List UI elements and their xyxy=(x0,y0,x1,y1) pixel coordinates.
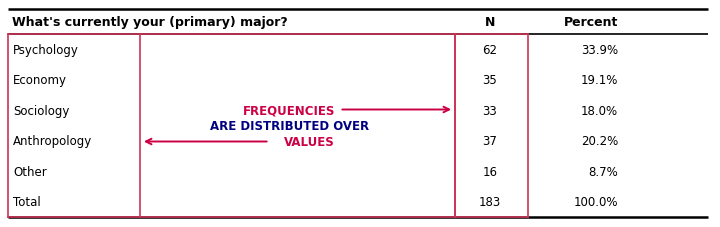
Text: VALUES: VALUES xyxy=(284,135,335,148)
Text: Psychology: Psychology xyxy=(13,44,79,57)
Text: Other: Other xyxy=(13,165,47,178)
Text: Economy: Economy xyxy=(13,74,67,87)
Text: 18.0%: 18.0% xyxy=(581,104,618,117)
Text: 33: 33 xyxy=(482,104,498,117)
Text: What's currently your (primary) major?: What's currently your (primary) major? xyxy=(12,16,288,29)
Text: Anthropology: Anthropology xyxy=(13,135,92,148)
Text: Total: Total xyxy=(13,195,41,208)
Text: Sociology: Sociology xyxy=(13,104,69,117)
Text: 183: 183 xyxy=(479,195,501,208)
Text: 100.0%: 100.0% xyxy=(574,195,618,208)
Text: ARE DISTRIBUTED OVER: ARE DISTRIBUTED OVER xyxy=(210,119,369,132)
Text: 19.1%: 19.1% xyxy=(580,74,618,87)
Text: 8.7%: 8.7% xyxy=(588,165,618,178)
Text: N: N xyxy=(485,16,495,29)
Text: 37: 37 xyxy=(482,135,498,148)
Text: FREQUENCIES: FREQUENCIES xyxy=(243,104,336,116)
Text: 35: 35 xyxy=(482,74,498,87)
Text: 33.9%: 33.9% xyxy=(581,44,618,57)
Text: 62: 62 xyxy=(482,44,498,57)
Text: 16: 16 xyxy=(482,165,498,178)
Text: 20.2%: 20.2% xyxy=(581,135,618,148)
Text: Percent: Percent xyxy=(564,16,618,29)
